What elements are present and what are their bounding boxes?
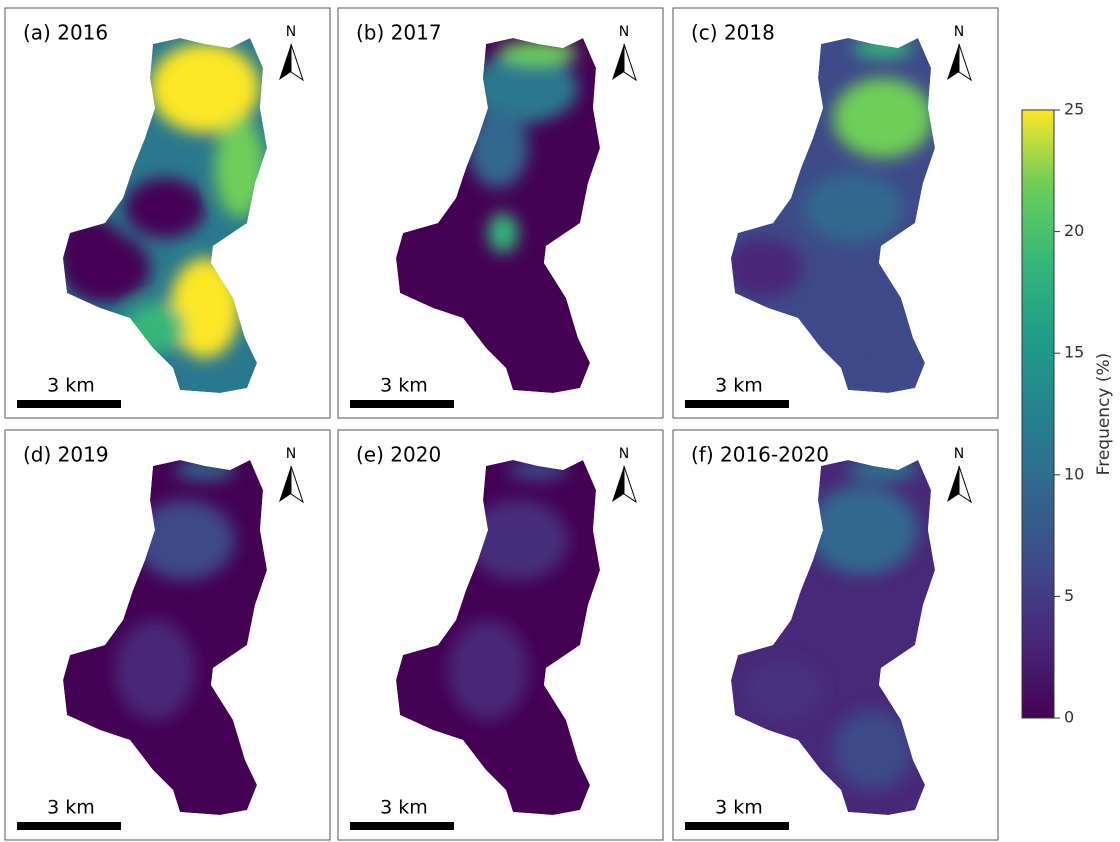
map-patch (215, 118, 265, 218)
map-patch (170, 258, 240, 358)
map-panel: (a) 2016 N 3 km (4, 7, 331, 419)
map-texture (468, 41, 578, 253)
colorbar-tick-label: 5 (1064, 586, 1074, 605)
map-patch (731, 238, 803, 298)
map-texture (731, 38, 933, 368)
map-patch (115, 620, 195, 720)
colorbar-tick-label: 10 (1064, 464, 1084, 483)
map-patch (468, 108, 528, 188)
colorbar-label: Frequency (%) (1094, 353, 1114, 476)
panel-label: (a) 2016 (23, 21, 108, 45)
north-arrow-right (623, 43, 637, 82)
scale-bar-label: 3 km (47, 375, 95, 397)
map-raster (63, 38, 267, 393)
scale-bar (685, 400, 789, 408)
map-texture (115, 460, 235, 720)
panel-label: (e) 2020 (356, 443, 441, 467)
map-raster (396, 460, 600, 815)
map-patch (743, 660, 823, 720)
map-patch (448, 620, 528, 720)
scale-bar (17, 822, 121, 830)
colorbar-tick-label: 0 (1064, 708, 1074, 727)
panel-label: (b) 2017 (356, 21, 442, 45)
north-arrow-right (290, 465, 304, 504)
north-arrow-left (279, 44, 291, 80)
north-label: N (954, 24, 964, 40)
scale-bar-label: 3 km (47, 797, 95, 819)
map-patch (125, 178, 205, 238)
map-raster (731, 38, 935, 393)
map-raster (396, 38, 600, 393)
north-arrow-left (947, 466, 959, 502)
north-label: N (619, 446, 629, 462)
map-texture (448, 460, 568, 720)
panels: (a) 2016 N3 km(b) 2017 N3 km(c) 2018 N3 km(… (4, 7, 999, 841)
map-panel: (c) 2018 N 3 km (672, 7, 999, 419)
map-patch (833, 78, 933, 158)
scale-bar (350, 822, 454, 830)
map-patch (468, 500, 568, 580)
map-panel: (e) 2020 N 3 km (337, 429, 664, 841)
north-arrow-left (612, 44, 624, 80)
north-arrow-left (947, 44, 959, 80)
map-panel: (d) 2019 N 3 km (4, 429, 331, 841)
north-arrow-left (612, 466, 624, 502)
north-label: N (619, 24, 629, 40)
north-label: N (286, 24, 296, 40)
map-raster (63, 460, 267, 815)
map-patch (833, 288, 913, 368)
map-texture (743, 460, 918, 790)
scale-bar (17, 400, 121, 408)
scale-bar-label: 3 km (715, 375, 763, 397)
north-arrow-right (958, 43, 972, 82)
map-patch (803, 173, 903, 243)
colorbar-tick-label: 20 (1064, 221, 1084, 240)
map-patch (808, 485, 918, 575)
north-label: N (286, 446, 296, 462)
colorbar-tick-label: 25 (1064, 100, 1084, 119)
map-patch (833, 710, 913, 790)
scale-bar-label: 3 km (380, 375, 428, 397)
map-patch (468, 53, 578, 123)
colorbar (1021, 109, 1055, 719)
panel-label: (c) 2018 (691, 21, 775, 45)
north-arrow-right (290, 43, 304, 82)
panel-label: (f) 2016-2020 (691, 443, 829, 467)
colorbar-tick-label: 15 (1064, 343, 1084, 362)
panel-label: (d) 2019 (23, 443, 109, 467)
north-arrow-right (958, 465, 972, 504)
scale-bar-label: 3 km (380, 797, 428, 819)
map-patch (63, 218, 125, 278)
map-panel: (f) 2016-2020 N 3 km (672, 429, 999, 841)
north-arrow-right (623, 465, 637, 504)
map-panel: (b) 2017 N 3 km (337, 7, 664, 419)
map-patch (135, 500, 235, 580)
map-texture (63, 43, 265, 358)
scale-bar (685, 822, 789, 830)
north-label: N (954, 446, 964, 462)
scale-bar-label: 3 km (715, 797, 763, 819)
colorbar-axis: 0 5 10 15 20 25 (1054, 100, 1084, 727)
scale-bar (350, 400, 454, 408)
north-arrow-left (279, 466, 291, 502)
map-raster (731, 460, 935, 815)
map-patch (150, 43, 260, 133)
map-patch (488, 213, 518, 253)
